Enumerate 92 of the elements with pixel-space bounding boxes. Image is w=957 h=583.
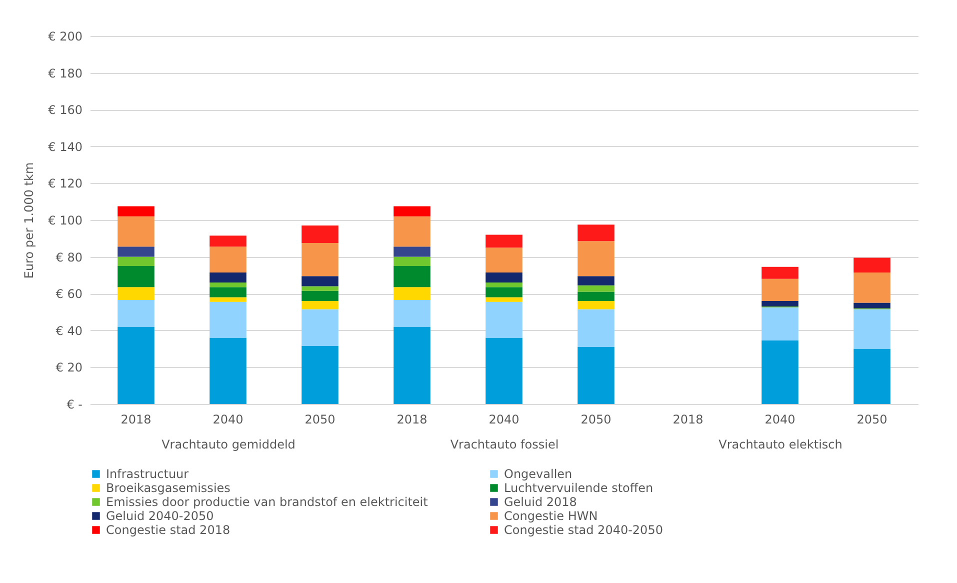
bar bbox=[578, 241, 614, 276]
bar bbox=[578, 285, 614, 292]
bar bbox=[486, 272, 522, 283]
legend-label: Congestie HWN bbox=[504, 509, 598, 523]
bar bbox=[118, 326, 154, 404]
bar bbox=[210, 338, 246, 404]
bar bbox=[394, 266, 430, 288]
bar bbox=[210, 272, 246, 283]
bar bbox=[394, 326, 430, 404]
y-tick-label: € 180 bbox=[48, 66, 82, 80]
legend-label: Ongevallen bbox=[504, 467, 572, 481]
x-axis-title: Vrachtauto fossiel bbox=[450, 438, 559, 452]
bar bbox=[854, 309, 890, 349]
bar bbox=[210, 236, 246, 247]
x-tick-label: 2050 bbox=[856, 412, 888, 426]
y-tick-label: € 100 bbox=[48, 214, 82, 228]
bar bbox=[762, 300, 798, 306]
bar bbox=[302, 243, 338, 276]
bar bbox=[762, 307, 798, 341]
bar bbox=[118, 287, 154, 300]
bar bbox=[578, 224, 614, 242]
bar bbox=[578, 276, 614, 286]
bar bbox=[486, 248, 522, 272]
legend-label: Infrastructuur bbox=[106, 467, 189, 481]
bar bbox=[394, 216, 430, 247]
bar bbox=[578, 300, 614, 310]
x-tick-label: 2040 bbox=[212, 412, 244, 426]
bar bbox=[394, 287, 430, 300]
bar bbox=[118, 206, 154, 216]
bar bbox=[302, 276, 338, 286]
bar bbox=[210, 297, 246, 302]
bar bbox=[854, 302, 890, 308]
bar bbox=[394, 206, 430, 216]
bar bbox=[302, 309, 338, 346]
bar bbox=[854, 348, 890, 404]
y-tick-label: € 80 bbox=[56, 250, 82, 264]
bar bbox=[394, 256, 430, 266]
bar bbox=[762, 340, 798, 404]
bar bbox=[486, 234, 522, 248]
bar bbox=[118, 246, 154, 257]
bar bbox=[118, 256, 154, 266]
y-tick-label: € 200 bbox=[48, 30, 82, 44]
bar bbox=[486, 282, 522, 288]
bar bbox=[302, 290, 338, 301]
bar bbox=[118, 216, 154, 247]
x-axis-title: Vrachtauto gemiddeld bbox=[162, 438, 296, 452]
legend-label: Luchtvervuilende stoffen bbox=[504, 481, 654, 495]
x-tick-label: 2040 bbox=[488, 412, 520, 426]
bar bbox=[486, 338, 522, 404]
y-tick-label: € - bbox=[66, 398, 82, 412]
bar bbox=[578, 346, 614, 404]
bar bbox=[118, 300, 154, 327]
y-tick-label: € 140 bbox=[48, 140, 82, 154]
bar bbox=[854, 258, 890, 272]
bar bbox=[302, 300, 338, 310]
bar bbox=[302, 346, 338, 404]
bar bbox=[486, 297, 522, 302]
bar bbox=[210, 287, 246, 298]
bar bbox=[578, 309, 614, 347]
bar bbox=[210, 302, 246, 338]
x-tick-label: 2018 bbox=[396, 412, 428, 426]
bar bbox=[578, 292, 614, 301]
bar bbox=[302, 286, 338, 291]
bar bbox=[854, 272, 890, 303]
bar bbox=[762, 266, 798, 279]
bar bbox=[302, 226, 338, 243]
bar bbox=[394, 246, 430, 257]
y-axis-title: Euro per 1.000 tkm bbox=[22, 162, 36, 279]
y-tick-label: € 20 bbox=[56, 360, 82, 375]
bar bbox=[486, 302, 522, 338]
legend-label: Emissies door productie van brandstof en elektriciteit bbox=[106, 495, 428, 509]
x-tick-label: 2050 bbox=[304, 412, 336, 426]
bar bbox=[762, 278, 798, 301]
bar bbox=[394, 300, 430, 327]
y-tick-label: € 60 bbox=[56, 287, 82, 302]
legend-label: Geluid 2018 bbox=[504, 495, 577, 509]
legend-label: Congestie stad 2040-2050 bbox=[504, 523, 663, 537]
bar bbox=[118, 266, 154, 288]
x-tick-label: 2050 bbox=[580, 412, 612, 426]
x-tick-label: 2040 bbox=[764, 412, 796, 426]
x-tick-label: 2018 bbox=[672, 412, 704, 426]
y-tick-label: € 40 bbox=[56, 324, 82, 338]
bar bbox=[210, 282, 246, 288]
legend-label: Congestie stad 2018 bbox=[106, 523, 230, 537]
bar bbox=[210, 246, 246, 272]
x-tick-label: 2018 bbox=[120, 412, 152, 426]
y-tick-label: € 160 bbox=[48, 103, 82, 118]
legend-label: Broeikasgasemissies bbox=[106, 481, 230, 495]
x-axis-title: Vrachtauto elektisch bbox=[718, 438, 842, 452]
bar bbox=[486, 287, 522, 298]
y-tick-label: € 120 bbox=[48, 176, 82, 191]
legend-label: Geluid 2040-2050 bbox=[106, 509, 214, 523]
